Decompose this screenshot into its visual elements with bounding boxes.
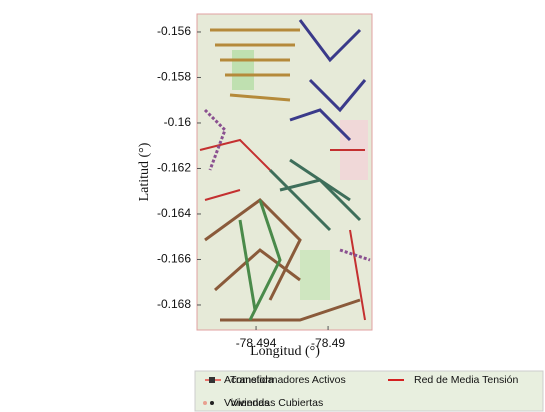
- y-tick-label: -0.16: [164, 115, 192, 129]
- y-axis-label: Latitud (°): [137, 142, 152, 201]
- legend-label: Transformadores Activos: [230, 374, 346, 386]
- y-tick-label: -0.164: [157, 206, 191, 220]
- y-tick-label: -0.156: [157, 24, 191, 38]
- legend-square: [209, 377, 215, 383]
- map-background: [197, 14, 372, 330]
- park: [300, 250, 330, 300]
- y-tick-label: -0.158: [157, 70, 191, 84]
- legend-dot: [210, 401, 214, 405]
- y-tick-label: -0.168: [157, 297, 191, 311]
- legend-label: Viviendas Cubiertas: [230, 397, 323, 409]
- park: [232, 50, 254, 90]
- y-tick-label: -0.162: [157, 161, 191, 175]
- legend-dot: [203, 401, 207, 405]
- x-tick-label: -78.49: [311, 336, 345, 350]
- legend-label: Red de Media Tensión: [414, 374, 518, 386]
- x-tick-label: -78.494: [236, 336, 277, 350]
- figure: Longitud (°) Latitud (°) -0.156-0.158-0.…: [0, 0, 545, 412]
- y-tick-label: -0.166: [157, 252, 191, 266]
